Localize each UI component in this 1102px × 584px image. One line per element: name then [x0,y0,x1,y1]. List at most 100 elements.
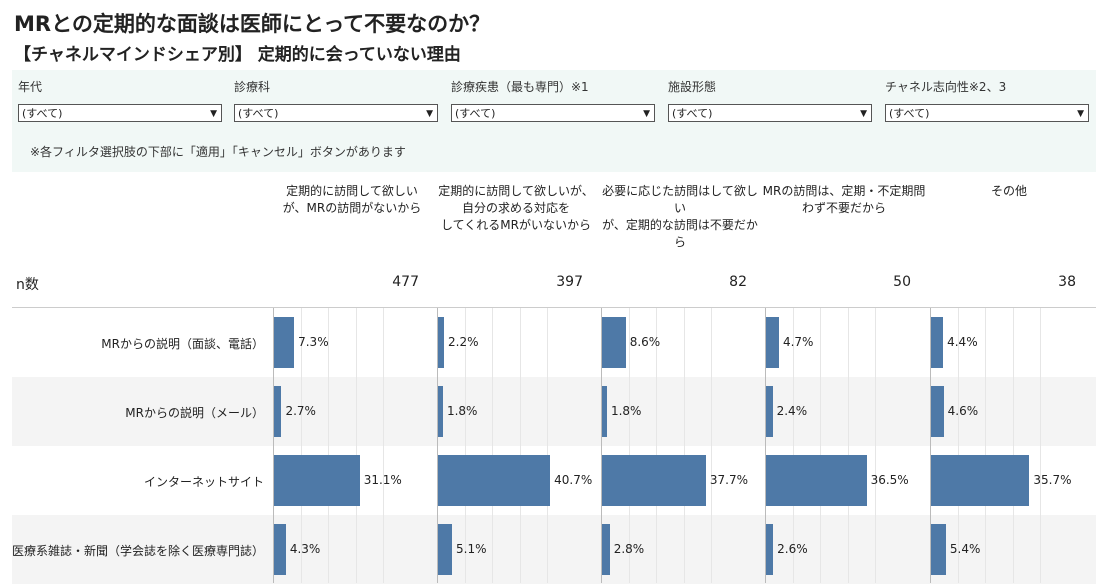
data-label: 2.7% [285,403,316,418]
data-label: 2.2% [448,334,479,349]
filter-panel: 年代 (すべて) ▼ 診療科 (すべて) ▼ 診療疾患（最も専門）※1 (すべて… [12,70,1096,172]
filter-value-disease: (すべて) [455,107,496,120]
data-label: 2.8% [613,541,645,556]
column-header: 必要に応じた訪問はして欲しい が、定期的な訪問は不要だから [598,183,762,251]
bar [602,524,610,575]
row-label: MRからの説明（メール） [125,405,264,420]
table-top-line [12,307,1096,308]
row-label: MRからの説明（面談、電話） [101,336,264,351]
gridline [847,308,849,583]
row-label: 医療系雑誌・新聞（学会誌を除く医療専門誌） [12,543,265,558]
gridline [328,308,330,583]
filter-value-facility: (すべて) [672,107,713,120]
column-header: その他 [927,183,1091,200]
column-header: 定期的に訪問して欲しい が、MRの訪問がないから [270,183,434,217]
filter-select-disease[interactable]: (すべて) ▼ [451,104,655,122]
row-background [12,515,1096,584]
gridline [464,308,466,583]
bar [931,455,1030,506]
gridline [683,308,685,583]
data-label: 5.1% [456,541,487,556]
row-background [12,377,1096,446]
gridline [547,308,549,583]
bar [274,386,282,437]
data-label: 36.5% [870,472,909,487]
filter-select-department[interactable]: (すべて) ▼ [234,104,438,122]
bar [438,317,445,368]
bar [766,317,779,368]
data-label: 2.6% [777,541,808,556]
filter-select-channel[interactable]: (すべて) ▼ [885,104,1089,122]
column-header-line: が、MRの訪問がないから [282,201,422,215]
data-label: 1.8% [446,403,478,418]
filter-label-channel: チャネル志向性※2、3 [885,80,1007,94]
column-axis [273,308,274,583]
dropdown-arrow-icon: ▼ [426,109,433,119]
data-label: 4.4% [947,334,978,349]
gridline [1012,308,1014,583]
column-header: MRの訪問は、定期・不定期問 わず不要だから [762,183,926,217]
column-axis [765,308,766,583]
gridline [957,308,959,583]
dropdown-arrow-icon: ▼ [210,109,217,119]
gridline [792,308,794,583]
column-header-line: わず不要だから [801,201,886,215]
n-label: n数 [16,277,39,293]
n-value: 82 [729,274,747,290]
column-header-line: MRの訪問は、定期・不定期問 [762,184,926,198]
data-label: 40.7% [554,472,593,487]
data-label: 4.7% [782,334,814,349]
data-label: 31.1% [363,472,402,487]
filter-label-facility: 施設形態 [668,80,717,94]
data-label: 4.3% [289,541,321,556]
filter-value-department: (すべて) [238,107,279,120]
data-label: 5.4% [949,541,981,556]
column-header-line: 自分の求める対応を [461,201,570,215]
data-label: 35.7% [1033,472,1072,487]
filter-select-facility[interactable]: (すべて) ▼ [668,104,872,122]
filter-value-age: (すべて) [22,107,63,120]
column-header-line: 定期的に訪問して欲しい [286,184,418,198]
filter-note: ※各フィルタ選択肢の下部に「適用」「キャンセル」ボタンがあります [30,145,406,159]
column-header-line: その他 [990,184,1027,198]
filter-label-department: 診療科 [234,80,271,94]
gridline [300,308,302,583]
gridline [985,308,987,583]
column-header-line: してくれるMRがいないから [441,218,591,232]
column-axis [601,308,602,583]
gridline [519,308,521,583]
filter-select-age[interactable]: (すべて) ▼ [18,104,222,122]
gridline [875,308,877,583]
column-axis [437,308,438,583]
column-header-line: が、定期的な訪問は不要だから [602,218,758,249]
bar [931,317,944,368]
data-label: 2.4% [776,403,808,418]
bar [766,524,774,575]
bar [274,455,360,506]
filter-value-channel: (すべて) [889,107,930,120]
column-axis [930,308,931,583]
dropdown-arrow-icon: ▼ [860,109,867,119]
bar [438,455,551,506]
bar [274,317,295,368]
column-header-line: 必要に応じた訪問はして欲しい [602,184,758,215]
row-label: インターネットサイト [143,474,264,489]
gridline [656,308,658,583]
filter-label-disease: 診療疾患（最も専門）※1 [451,80,589,94]
dropdown-arrow-icon: ▼ [643,109,650,119]
bar [438,524,453,575]
n-value: 38 [1058,274,1076,290]
data-label: 4.6% [947,403,979,418]
gridline [711,308,713,583]
bar [602,455,706,506]
gridline [355,308,357,583]
bar [602,386,607,437]
gridline [628,308,630,583]
bar [438,386,443,437]
gridline [383,308,385,583]
bar [931,524,946,575]
page-subtitle: 【チャネルマインドシェア別】 定期的に会っていない理由 [14,45,461,65]
bar [766,455,867,506]
bar [766,386,773,437]
gridline [1040,308,1042,583]
